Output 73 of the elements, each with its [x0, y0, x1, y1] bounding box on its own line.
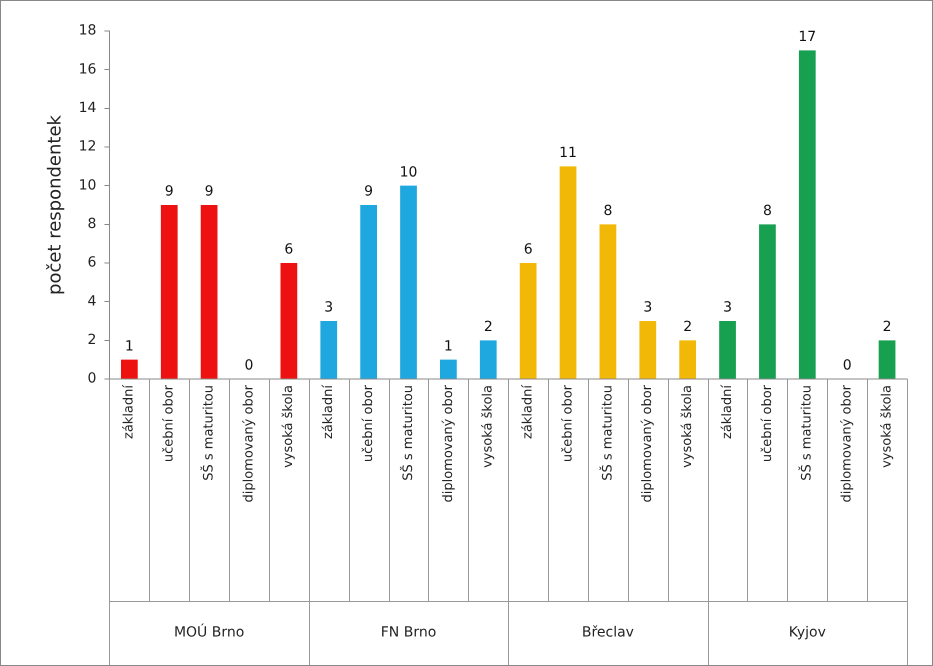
data-label: 11 [559, 144, 577, 161]
bar [360, 205, 378, 378]
x-tick-label: základní [520, 384, 536, 439]
x-tick-label: učební obor [760, 384, 775, 462]
y-axis-title: počet respondentek [44, 114, 66, 295]
data-label: 10 [400, 164, 418, 180]
bar [480, 340, 497, 378]
data-label: 3 [324, 300, 334, 316]
x-tick-label: SŠ s maturitou [598, 385, 616, 481]
x-tick-label: učební obor [560, 384, 576, 462]
data-label: 6 [524, 242, 533, 258]
bar [440, 360, 457, 378]
bar [719, 321, 736, 378]
text: FN Brno [380, 624, 436, 641]
y-tick-label: 0 [87, 370, 96, 387]
data-label: 8 [762, 202, 772, 219]
bar [320, 321, 338, 378]
data-label: 9 [364, 184, 374, 200]
bar [200, 205, 218, 378]
bar [160, 205, 178, 378]
data-label: 0 [244, 358, 254, 374]
y-tick-label: 8 [87, 216, 96, 232]
data-label: 9 [204, 184, 214, 200]
data-label: 2 [882, 318, 892, 335]
data-label: 17 [798, 28, 816, 45]
text: Břeclav [582, 624, 634, 641]
bar [120, 360, 138, 378]
text: MOÚ Brno [174, 624, 244, 641]
x-tick-label: základní [122, 384, 137, 439]
text: Kyjov [788, 624, 826, 641]
data-label: 0 [842, 358, 852, 374]
bar [520, 263, 537, 378]
data-label: 2 [683, 318, 692, 335]
y-tick-label: 2 [87, 332, 96, 348]
data-label: 3 [723, 300, 732, 316]
y-tick-label: 4 [87, 293, 96, 310]
y-tick-label: 6 [87, 254, 96, 271]
x-tick-label: diplomovaný obor [241, 384, 256, 503]
x-tick-label: základní [321, 384, 336, 439]
x-tick-label: diplomovaný obor [440, 384, 456, 503]
x-tick-label: diplomovaný obor [840, 384, 855, 503]
data-label: 1 [124, 338, 134, 354]
bar [798, 50, 816, 378]
x-tick-label: diplomovaný obor [640, 384, 656, 503]
bar [560, 166, 576, 378]
y-tick-label: 16 [78, 61, 96, 78]
y-tick-label: 10 [78, 177, 96, 194]
y-tick-label: 18 [78, 22, 96, 39]
bar [878, 340, 896, 378]
x-tick-label: vysoká škola [680, 385, 696, 468]
x-tick-label: základní [720, 384, 735, 439]
bar [280, 263, 298, 378]
x-tick-label: učební obor [162, 384, 177, 462]
y-tick-label: 12 [78, 138, 96, 155]
x-tick-label: SŠ s maturitou [798, 385, 815, 481]
bar [759, 224, 776, 378]
x-tick-label: SŠ s maturitou [199, 385, 216, 481]
y-tick-label: 14 [78, 100, 96, 116]
data-label: 3 [643, 300, 652, 316]
data-label: 8 [603, 202, 612, 219]
x-tick-label: učební obor [361, 384, 376, 462]
data-label: 9 [164, 184, 174, 200]
x-tick-label: vysoká škola [281, 385, 296, 468]
data-label: 1 [444, 338, 453, 354]
x-tick-label: vysoká škola [480, 385, 496, 468]
data-label: 6 [284, 242, 294, 258]
bar [639, 321, 656, 378]
bar [400, 186, 417, 378]
x-tick-label: SŠ s maturitou [398, 385, 416, 481]
x-tick-label: vysoká škola [879, 385, 894, 468]
data-label: 2 [484, 318, 493, 335]
bar [679, 340, 696, 378]
bar [600, 224, 616, 378]
